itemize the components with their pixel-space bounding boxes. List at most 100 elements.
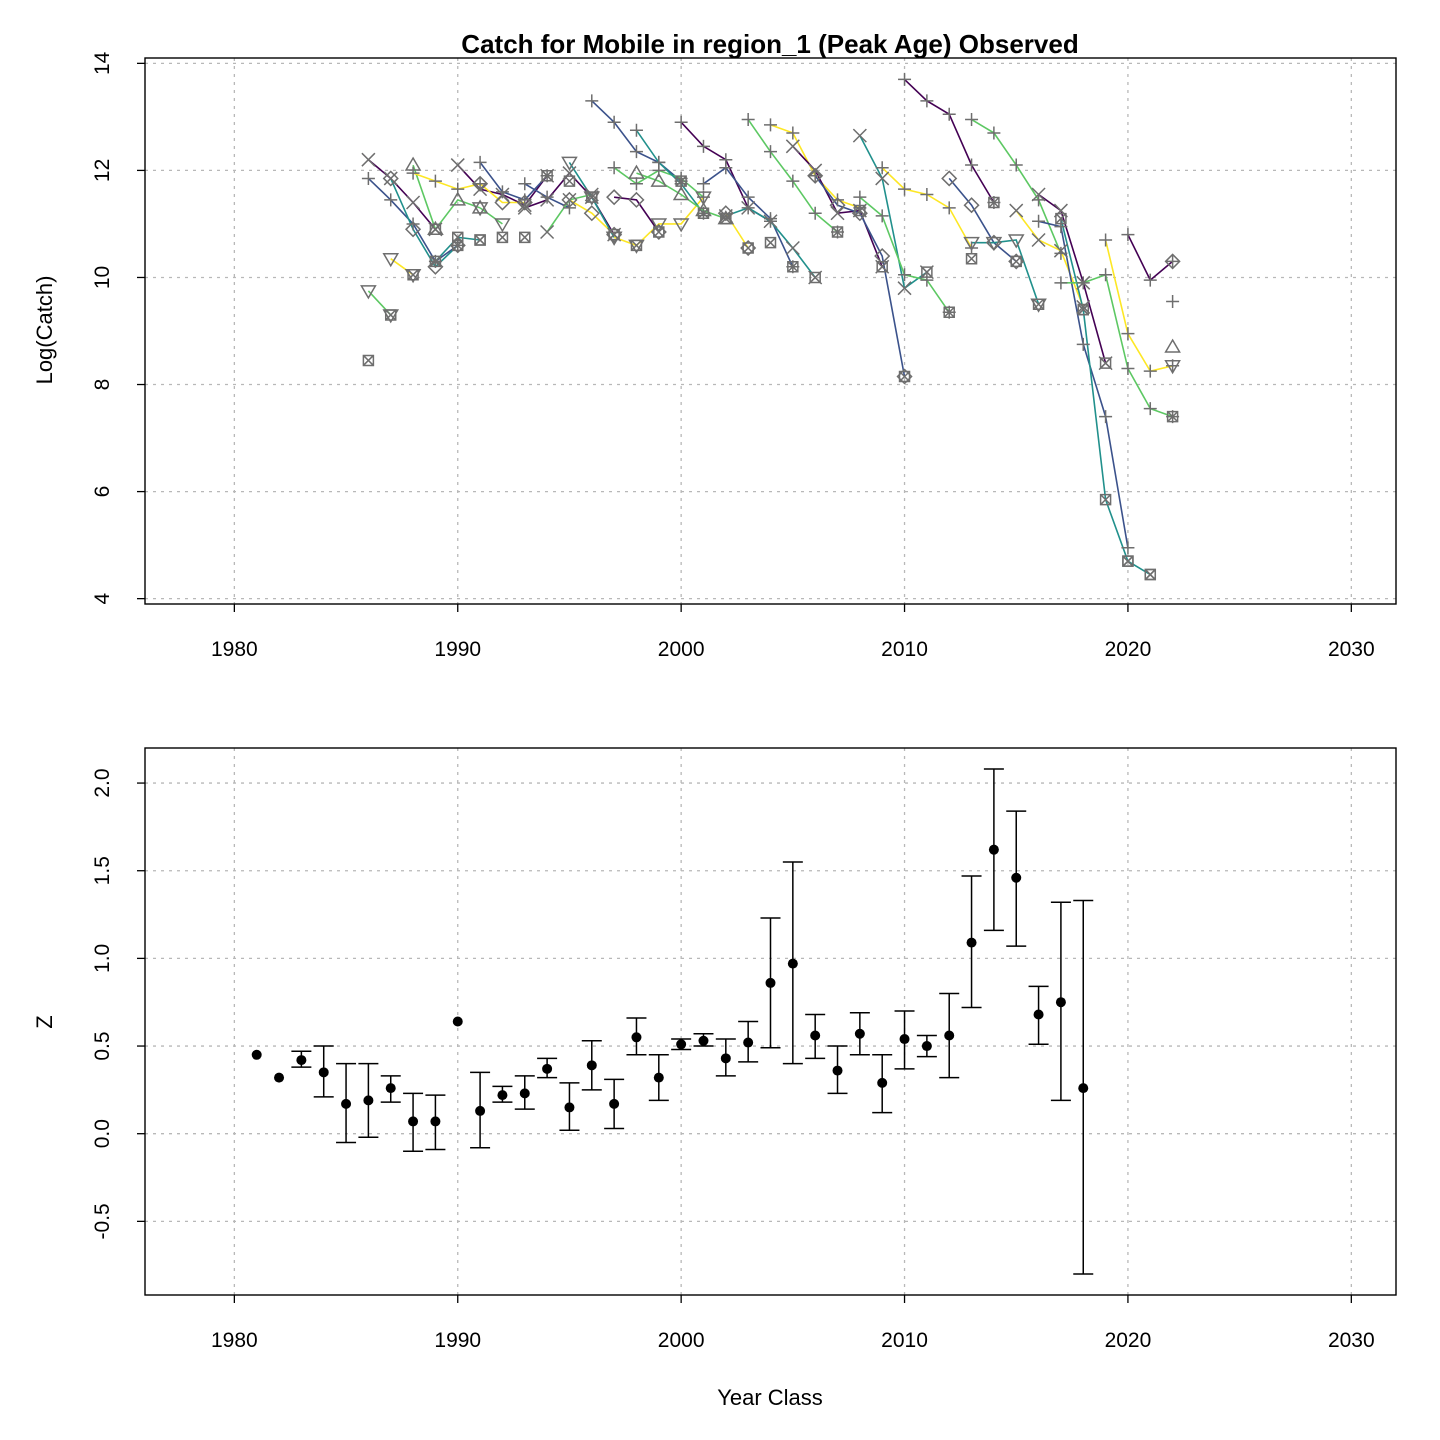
triangle-up-marker — [471, 199, 489, 214]
catch-markers — [360, 72, 1181, 581]
plus-marker — [1054, 246, 1068, 260]
z-ytick-label: 0.5 — [91, 1031, 114, 1060]
x-marker — [406, 195, 421, 210]
diamond-marker — [382, 170, 399, 187]
diamond-marker — [583, 205, 600, 222]
x-marker — [361, 152, 376, 167]
z-point-1986 — [363, 1095, 374, 1106]
plus-marker — [629, 177, 643, 191]
boxed-x-marker — [742, 242, 754, 254]
plus-marker — [1121, 327, 1135, 341]
catch-ytick-label: 12 — [91, 159, 114, 182]
plus-marker — [875, 209, 889, 223]
plus-marker — [629, 123, 643, 137]
z-point-2010 — [899, 1034, 910, 1045]
plus-marker — [898, 182, 912, 196]
catch-ytick-label: 8 — [91, 379, 114, 391]
catch-series-line-35 — [948, 177, 1017, 263]
boxed-x-marker — [898, 370, 911, 383]
boxed-x-marker — [1166, 410, 1179, 423]
z-points — [251, 844, 1089, 1127]
plus-marker — [1143, 402, 1157, 416]
z-point-1992 — [497, 1090, 508, 1101]
diamond-marker — [717, 205, 734, 222]
z-point-1989 — [430, 1116, 441, 1127]
x-marker — [785, 240, 800, 256]
boxed-x-marker — [764, 236, 777, 249]
boxed-x-marker — [474, 234, 486, 246]
plus-marker — [696, 139, 710, 153]
triangle-down-marker — [985, 236, 1003, 252]
z-point-2005 — [787, 958, 798, 969]
x-marker — [875, 171, 890, 186]
boxed-x-marker — [675, 175, 687, 187]
boxed-x-marker — [653, 226, 665, 238]
z-y-axis: -0.5 0.0 0.5 1.0 1.5 2.0 — [91, 768, 145, 1239]
plus-marker — [1099, 268, 1113, 282]
triangle-down-marker — [382, 252, 400, 268]
plus-marker — [764, 118, 777, 132]
boxed-x-marker — [809, 271, 821, 284]
triangle-up-marker — [628, 164, 645, 179]
boxed-x-marker — [384, 309, 397, 321]
catch-series-line-39 — [1038, 193, 1107, 364]
chart-title: Catch for Mobile in region_1 (Peak Age) … — [461, 29, 1078, 59]
boxed-x-marker — [1122, 555, 1134, 567]
z-point-2011 — [921, 1041, 932, 1052]
triangle-down-marker — [1164, 360, 1181, 375]
z-point-2014 — [988, 844, 999, 855]
x-marker — [808, 163, 823, 178]
diamond-marker — [561, 191, 578, 208]
catch-series-line-2 — [389, 178, 459, 269]
plus-marker — [942, 107, 956, 121]
z-point-2018 — [1078, 1083, 1089, 1094]
boxed-x-marker — [407, 269, 419, 281]
x-marker — [741, 200, 756, 215]
z-point-2017 — [1055, 997, 1066, 1008]
catch-xtick-label: 1990 — [434, 638, 481, 661]
z-point-1998 — [631, 1032, 642, 1043]
z-point-2002 — [720, 1053, 731, 1064]
catch-ytick-label: 10 — [91, 266, 114, 289]
plus-marker — [540, 190, 554, 204]
catch-series-line-29 — [792, 145, 883, 268]
triangle-down-marker — [963, 236, 980, 252]
z-point-2000 — [676, 1039, 687, 1050]
y-axis-label-z: Z — [32, 1015, 57, 1028]
z-point-1993 — [519, 1088, 530, 1099]
z-point-2015 — [1011, 872, 1022, 883]
z-point-1982 — [274, 1072, 285, 1083]
plus-marker — [607, 161, 621, 175]
plus-marker — [406, 166, 420, 180]
catch-series-line-32 — [859, 196, 950, 313]
boxed-x-marker — [452, 239, 464, 252]
plus-marker — [1121, 541, 1135, 555]
plus-marker — [1166, 254, 1180, 268]
plus-marker — [942, 201, 956, 215]
plus-marker — [719, 161, 733, 175]
z-ytick-label: 1.5 — [91, 856, 114, 885]
catch-series-line-33 — [881, 167, 973, 249]
catch-series-line-20 — [613, 196, 705, 247]
plus-marker — [1143, 273, 1157, 287]
catch-series-line-43 — [1104, 239, 1173, 373]
plus-marker — [764, 212, 777, 226]
boxed-x-marker — [1144, 568, 1157, 581]
z-ytick-label: 0.0 — [91, 1119, 114, 1148]
x-marker — [1009, 203, 1024, 218]
boxed-x-marker — [630, 239, 643, 252]
plus-marker — [965, 241, 979, 255]
triangle-up-marker — [650, 172, 668, 187]
catch-series-line-15 — [568, 199, 615, 236]
plus-marker — [361, 171, 375, 185]
diamond-marker — [606, 189, 623, 206]
plus-marker — [406, 217, 420, 231]
plus-marker — [629, 145, 643, 159]
triangle-up-marker — [672, 186, 690, 201]
plus-marker — [1009, 158, 1023, 172]
x-marker — [540, 224, 555, 240]
boxed-x-marker — [586, 191, 598, 203]
plus-marker — [674, 115, 688, 129]
z-point-2008 — [854, 1028, 865, 1039]
